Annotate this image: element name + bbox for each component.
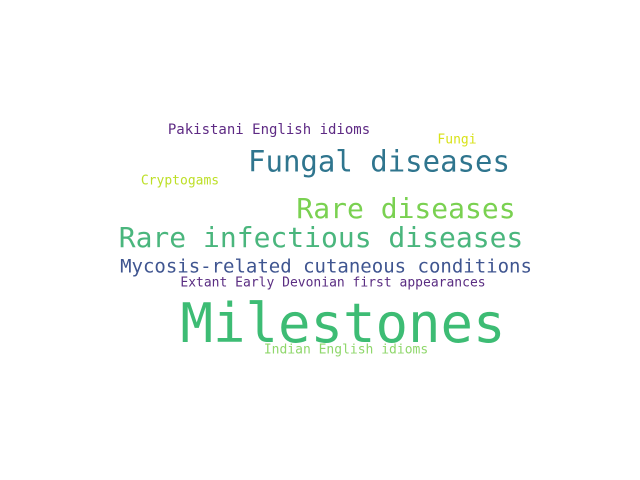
word-extant-early-devonian-first-appearances: Extant Early Devonian first appearances xyxy=(180,275,486,291)
word-cryptogams: Cryptogams xyxy=(140,173,220,189)
word-mycosis-related-cutaneous-conditions: Mycosis-related cutaneous conditions xyxy=(120,255,532,278)
word-pakistani-english-idioms: Pakistani English idioms xyxy=(167,122,371,138)
word-rare-infectious-diseases: Rare infectious diseases xyxy=(118,221,524,254)
word-fungal-diseases: Fungal diseases xyxy=(248,144,510,179)
word-fungi: Fungi xyxy=(437,132,477,148)
word-rare-diseases: Rare diseases xyxy=(296,192,516,225)
word-indian-english-idioms: Indian English idioms xyxy=(263,342,429,358)
word-milestones: Milestones xyxy=(180,292,506,355)
